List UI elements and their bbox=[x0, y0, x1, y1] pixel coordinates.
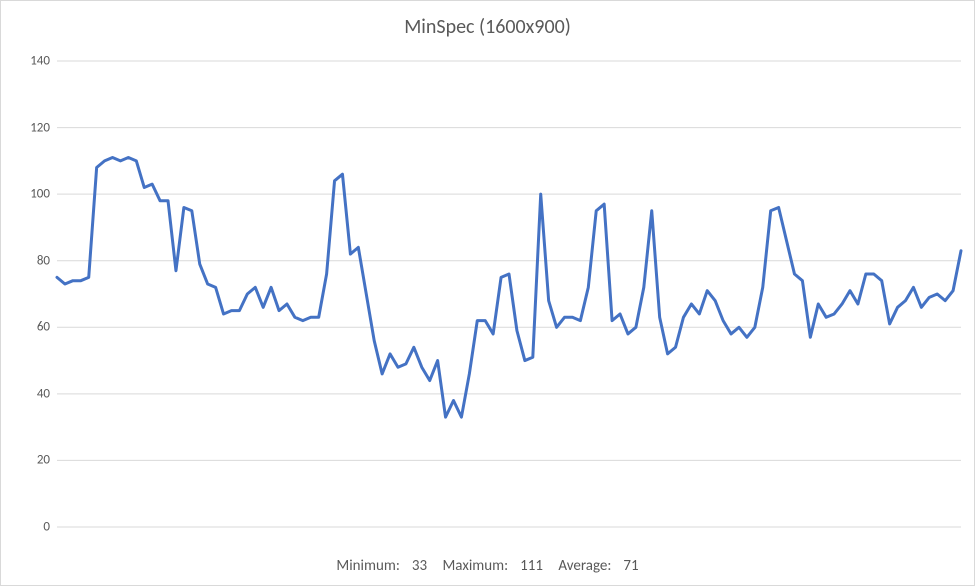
plot-area bbox=[57, 61, 961, 527]
stat-min-value: 33 bbox=[412, 557, 427, 575]
y-tick-label: 80 bbox=[10, 253, 50, 268]
stat-avg-label: Average: bbox=[558, 557, 611, 575]
y-tick-label: 120 bbox=[10, 120, 50, 135]
chart-svg bbox=[57, 61, 961, 527]
gridlines bbox=[57, 61, 961, 460]
series-line bbox=[57, 158, 961, 418]
y-tick-label: 100 bbox=[10, 187, 50, 202]
y-tick-label: 40 bbox=[10, 386, 50, 401]
y-tick-label: 60 bbox=[10, 320, 50, 335]
stat-avg-value: 71 bbox=[623, 557, 638, 575]
y-tick-label: 0 bbox=[10, 520, 50, 535]
stat-max-value: 111 bbox=[520, 557, 543, 575]
stat-min-label: Minimum: bbox=[336, 557, 399, 575]
chart-title: MinSpec (1600x900) bbox=[1, 15, 974, 39]
y-tick-label: 20 bbox=[10, 453, 50, 468]
chart-frame: MinSpec (1600x900) 0 20 40 60 80 100 120 140 Mi… bbox=[0, 0, 975, 586]
stat-max-label: Maximum: bbox=[442, 557, 508, 575]
chart-footer: Minimum: 33 Maximum: 111 Average: 71 bbox=[1, 557, 974, 575]
y-tick-label: 140 bbox=[10, 54, 50, 69]
